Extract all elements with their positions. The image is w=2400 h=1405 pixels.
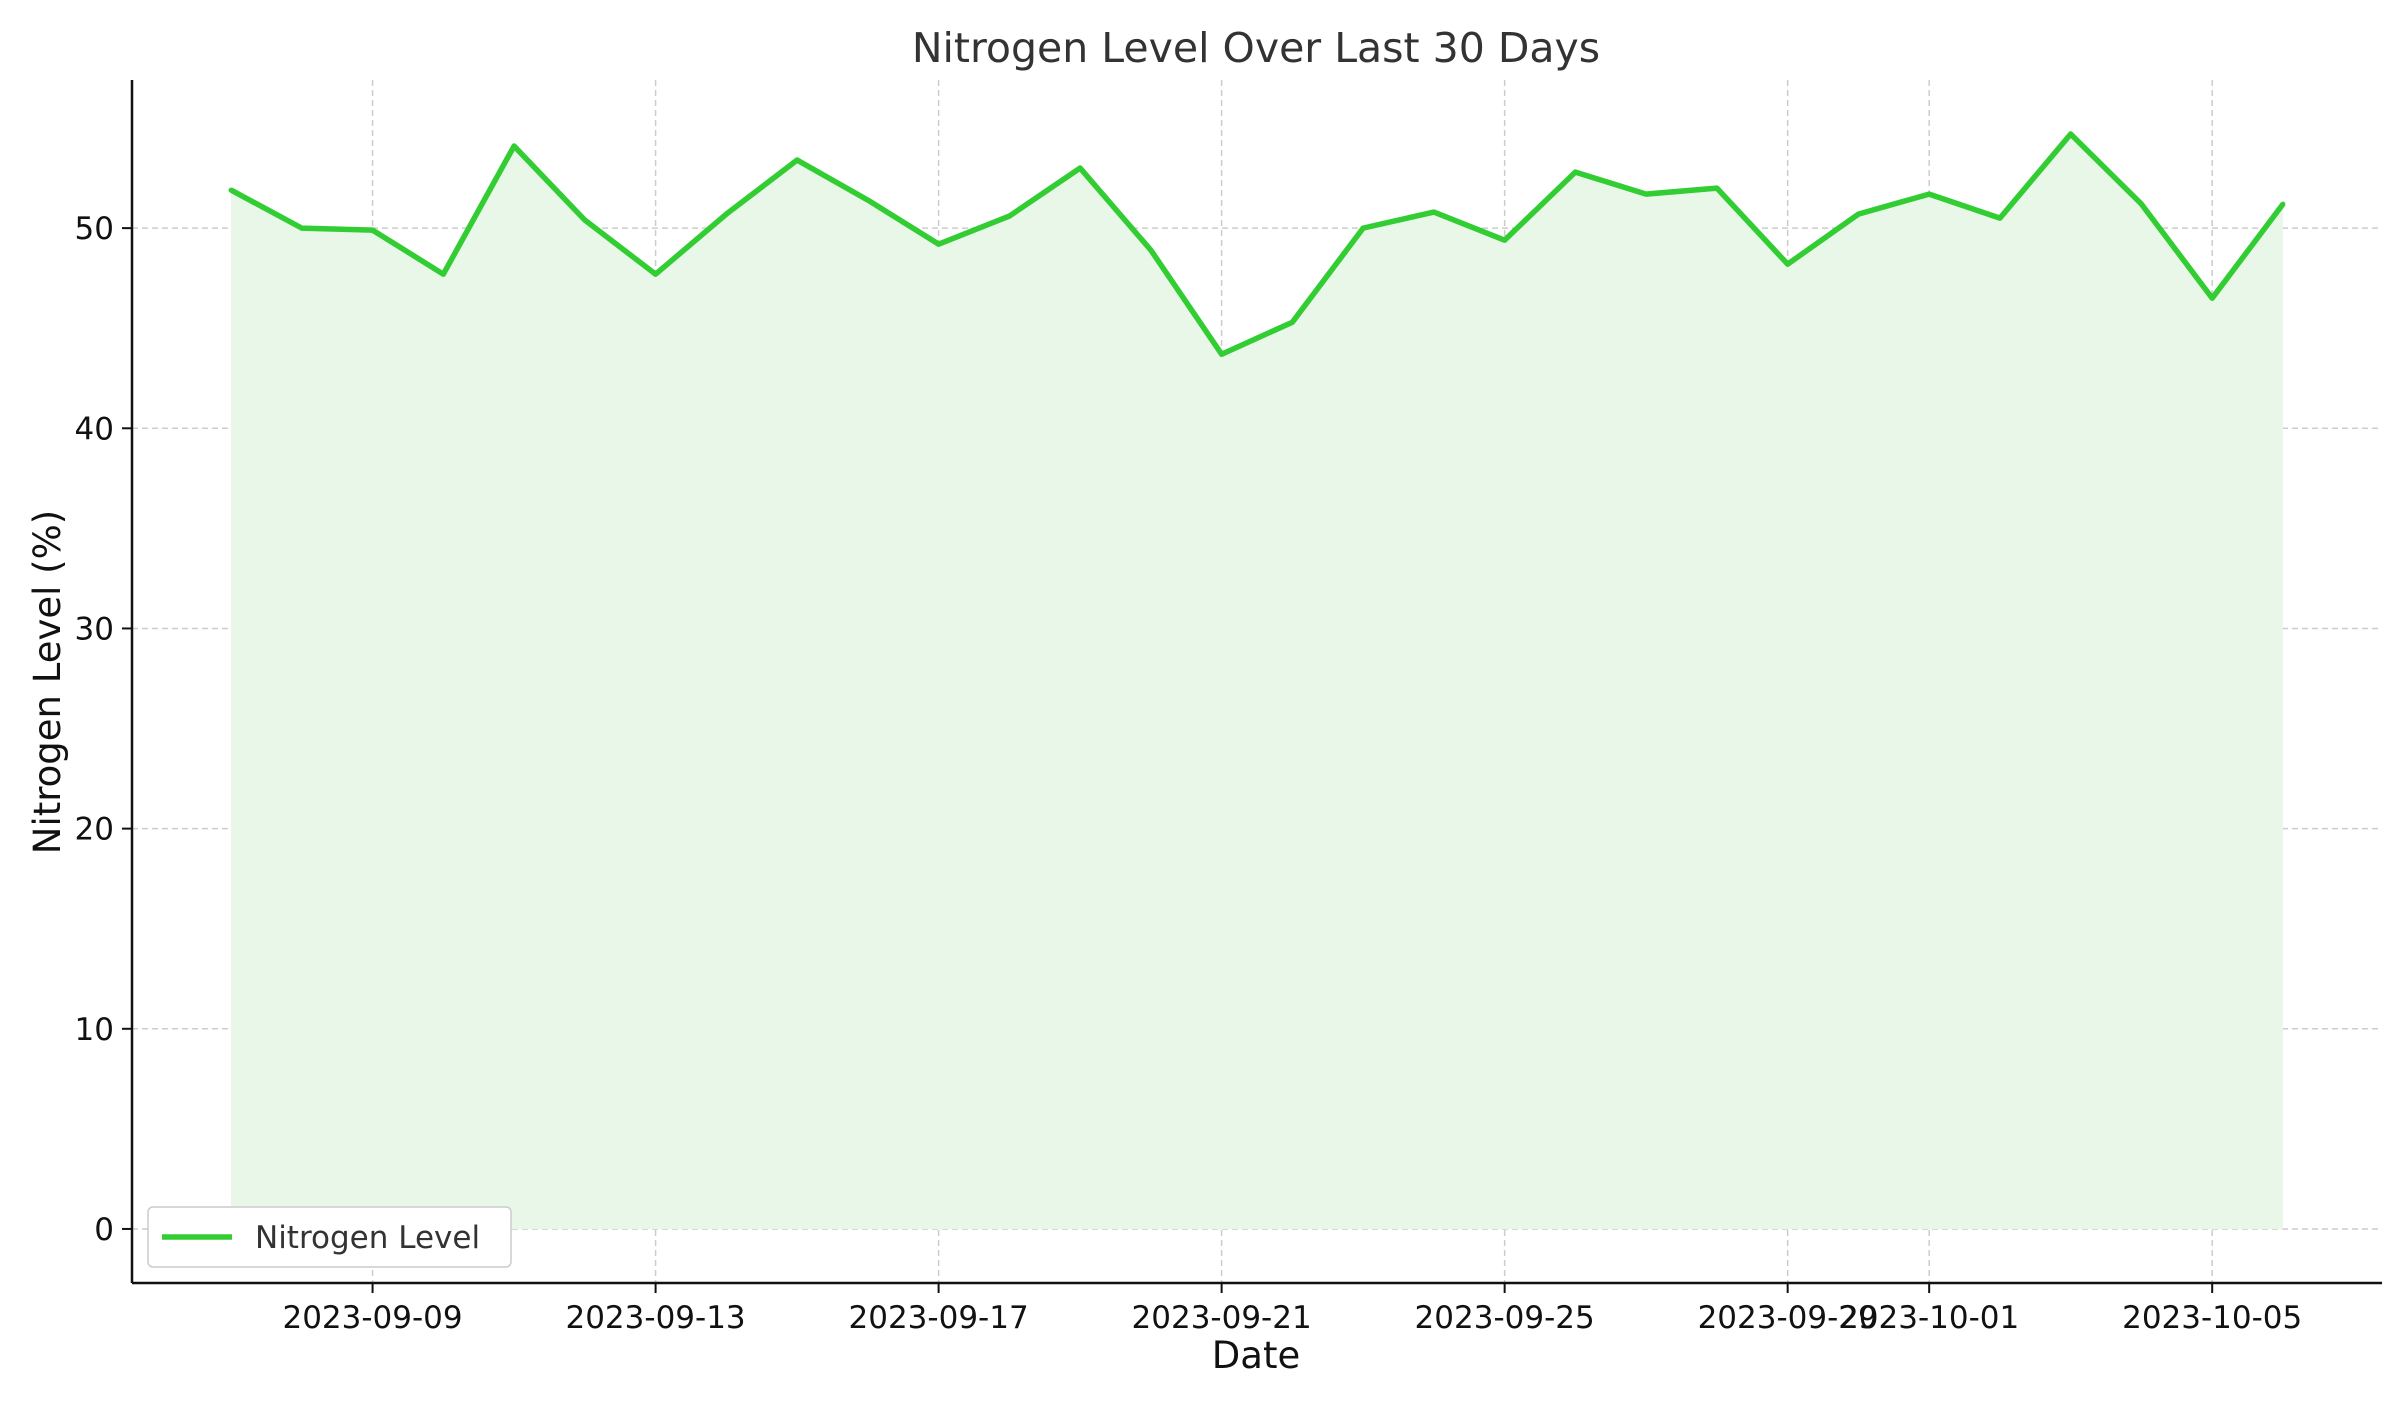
data-point-2023-09-12: [582, 217, 588, 223]
data-point-2023-10-04: [2138, 201, 2144, 207]
data-point-2023-09-07: [228, 187, 234, 193]
data-point-2023-10-03: [2068, 131, 2074, 137]
data-point-2023-10-02: [1997, 215, 2003, 221]
legend: Nitrogen Level: [147, 1206, 512, 1268]
x-axis-ticks: 2023-09-09 2023-09-13 2023-09-17 2023-09-21…: [282, 1283, 2302, 1336]
area-fill: [231, 134, 2283, 1229]
y-tick-label: 10: [75, 1012, 114, 1048]
data-point-2023-09-29: [1785, 261, 1791, 267]
data-point-2023-09-24: [1431, 209, 1437, 215]
data-point-2023-09-26: [1572, 169, 1578, 175]
axes: [130, 80, 2382, 1285]
data-point-2023-09-17: [936, 241, 942, 247]
data-point-2023-09-30: [1855, 211, 1861, 217]
data-points: [228, 131, 2286, 357]
data-point-2023-09-16: [865, 197, 871, 203]
y-tick-label: 20: [75, 812, 114, 848]
y-axis-label: Nitrogen Level (%): [26, 510, 69, 854]
x-axis-label: Date: [1212, 1334, 1300, 1377]
data-point-2023-09-21: [1219, 351, 1225, 357]
x-tick-label: 2023-09-13: [565, 1300, 745, 1336]
data-point-2023-09-11: [511, 143, 517, 149]
data-point-2023-09-25: [1502, 237, 1508, 243]
data-point-2023-09-20: [1148, 247, 1154, 253]
data-point-2023-10-06: [2280, 201, 2286, 207]
data-point-2023-09-28: [1714, 185, 1720, 191]
data-point-2023-09-19: [1077, 165, 1083, 171]
data-point-2023-09-15: [794, 157, 800, 163]
y-axis-ticks: 0 10 20 30 40 50: [75, 211, 132, 1248]
x-tick-label: 2023-09-29: [1698, 1300, 1878, 1336]
series-line-nitrogen-level: [229, 131, 2286, 357]
data-point-2023-10-01: [1926, 191, 1932, 197]
data-point-2023-09-10: [440, 271, 446, 277]
y-tick-label: 50: [75, 211, 114, 247]
data-point-2023-09-23: [1360, 225, 1366, 231]
data-point-2023-09-14: [723, 211, 729, 217]
x-tick-label: 2023-09-21: [1132, 1300, 1312, 1336]
chart-title: Nitrogen Level Over Last 30 Days: [912, 24, 1600, 72]
data-point-2023-09-08: [299, 225, 305, 231]
x-tick-label: 2023-09-09: [282, 1300, 462, 1336]
legend-label-nitrogen-level: Nitrogen Level: [255, 1220, 480, 1256]
y-tick-label: 0: [94, 1212, 114, 1248]
data-point-2023-09-18: [1006, 213, 1012, 219]
data-point-2023-09-13: [653, 271, 659, 277]
x-tick-label: 2023-10-01: [1839, 1300, 2019, 1336]
data-point-2023-09-27: [1643, 191, 1649, 197]
x-tick-label: 2023-09-25: [1415, 1300, 1595, 1336]
y-tick-label: 30: [75, 611, 114, 647]
data-point-2023-09-09: [370, 227, 376, 233]
x-tick-label: 2023-09-17: [849, 1300, 1029, 1336]
x-tick-label: 2023-10-05: [2122, 1300, 2302, 1336]
legend-box: [147, 1206, 512, 1268]
data-point-2023-10-05: [2209, 295, 2215, 301]
data-point-2023-09-22: [1289, 319, 1295, 325]
y-tick-label: 40: [75, 411, 114, 447]
